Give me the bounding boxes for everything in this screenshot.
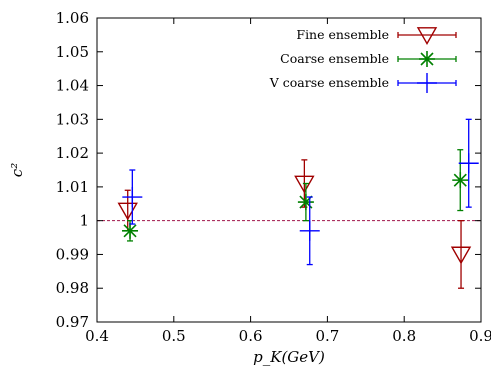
legend-marker	[417, 73, 437, 93]
x-tick-label: 0.4	[85, 327, 109, 345]
data-point-stroke	[123, 224, 137, 238]
y-tick-label: 1.02	[56, 144, 89, 162]
y-tick-label: 0.99	[56, 245, 89, 263]
data-point-stroke	[453, 173, 467, 187]
data-point	[299, 220, 320, 241]
x-tick-label: 0.6	[239, 327, 263, 345]
y-tick-label: 1.03	[56, 110, 89, 128]
y-tick-label: 1	[79, 212, 89, 230]
x-tick-label: 0.9	[469, 327, 491, 345]
data-point	[122, 222, 139, 239]
legend-marker	[416, 27, 438, 45]
legend-label: Coarse ensemble	[280, 51, 389, 66]
y-axis-label: c²	[8, 163, 26, 177]
x-axis-label: p_K(GeV)	[253, 348, 325, 366]
x-tick-label: 0.5	[162, 327, 186, 345]
y-tick-label: 0.98	[56, 279, 89, 297]
y-tick-label: 1.06	[56, 9, 89, 27]
y-tick-label: 1.01	[56, 178, 89, 196]
y-tick-label: 1.04	[56, 77, 89, 95]
x-tick-label: 0.7	[315, 327, 339, 345]
plot-frame	[96, 17, 482, 323]
data-point	[122, 187, 143, 208]
x-tick-label: 0.8	[392, 327, 416, 345]
y-tick-label: 1.05	[56, 43, 89, 61]
legend-marker-stroke	[420, 52, 434, 66]
legend-label: V coarse ensemble	[269, 75, 389, 90]
data-point	[450, 246, 472, 265]
data-point	[452, 172, 469, 189]
data-point	[458, 153, 479, 174]
data-point	[294, 175, 315, 194]
legend-marker	[419, 51, 435, 67]
legend-label: Fine ensemble	[296, 27, 389, 42]
y-tick-label: 0.97	[56, 313, 89, 331]
